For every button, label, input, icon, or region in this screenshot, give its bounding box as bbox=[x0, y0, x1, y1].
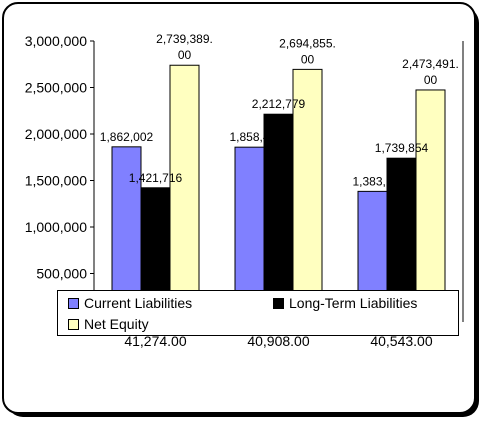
data-label: 2,212,779 bbox=[252, 97, 306, 111]
x-category-label: 41,274.00 bbox=[124, 333, 186, 349]
legend-swatch-long-term-liabilities bbox=[273, 297, 284, 309]
data-label: 2,473,491. 00 bbox=[402, 57, 459, 87]
data-label: 1,858,4 bbox=[229, 130, 269, 144]
legend-item-current-liabilities: Current Liabilities bbox=[68, 294, 192, 312]
legend-label-long-term-liabilities: Long-Term Liabilities bbox=[289, 295, 418, 311]
data-label: 2,739,389. 00 bbox=[156, 32, 213, 62]
x-category-label: 40,543.00 bbox=[370, 333, 432, 349]
bar-2-0 bbox=[169, 64, 200, 321]
y-tick-label: 1,500,000 bbox=[25, 173, 87, 189]
y-tick-label: 2,000,000 bbox=[25, 126, 87, 142]
data-label: 2,694,855. 00 bbox=[279, 36, 336, 66]
legend-label-net-equity: Net Equity bbox=[84, 316, 149, 332]
y-tick-label: 500,000 bbox=[36, 266, 87, 282]
legend-item-net-equity: Net Equity bbox=[68, 315, 149, 333]
legend-swatch-current-liabilities bbox=[68, 297, 79, 309]
legend: Current Liabilities Long-Term Liabilitie… bbox=[57, 290, 459, 336]
legend-swatch-net-equity bbox=[68, 318, 79, 330]
data-label: 1,739,854 bbox=[375, 141, 429, 155]
bar-2-1 bbox=[292, 68, 323, 321]
data-label: 1,421,716 bbox=[129, 171, 183, 185]
data-label: 1,862,002 bbox=[100, 130, 154, 144]
x-category-label: 40,908.00 bbox=[247, 333, 309, 349]
y-tick-label: 2,500,000 bbox=[25, 80, 87, 96]
y-tick-label: 1,000,000 bbox=[25, 219, 87, 235]
data-label: 1,383,2 bbox=[352, 174, 392, 188]
legend-label-current-liabilities: Current Liabilities bbox=[84, 295, 193, 311]
legend-item-long-term-liabilities: Long-Term Liabilities bbox=[273, 294, 417, 312]
bar-2-2 bbox=[415, 89, 446, 321]
y-tick-label: 3,000,000 bbox=[25, 33, 87, 49]
